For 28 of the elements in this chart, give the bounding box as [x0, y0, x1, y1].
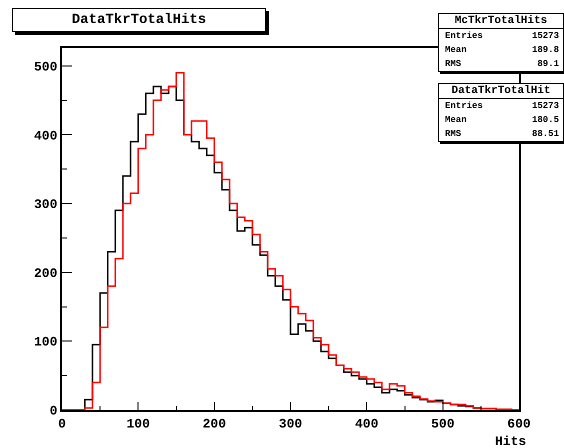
chart-title: DataTkrTotalHits — [12, 8, 266, 32]
text: 15273 — [532, 30, 559, 43]
x-tick-label: 600 — [507, 416, 531, 432]
annotation: RMS — [445, 58, 462, 71]
text: McTkrTotalHits — [439, 14, 563, 29]
y-tick-label: 0 — [50, 404, 58, 419]
x-tick-label: 300 — [278, 416, 302, 432]
annotation: RMS — [445, 128, 462, 141]
x-tick-label: 100 — [126, 416, 150, 432]
text: 88.51 — [532, 128, 559, 141]
annotation: DataTkrTotalHit — [439, 84, 563, 99]
x-axis-title: Hits — [495, 434, 526, 448]
annotation: Entries — [445, 100, 483, 113]
y-tick-label: 400 — [34, 128, 58, 144]
annotation: Mean — [445, 114, 467, 127]
text: Entries — [445, 30, 483, 43]
y-tick-label: 200 — [34, 266, 58, 281]
x-tick-label: 500 — [431, 416, 455, 432]
annotation: Mean — [445, 44, 467, 57]
y-tick-label: 100 — [34, 334, 58, 350]
x-tick-label: 200 — [202, 416, 226, 432]
y-tick-label: 500 — [34, 59, 58, 74]
x-tick-label: 400 — [354, 416, 379, 432]
text: 189.8 — [532, 44, 559, 57]
y-tick-label: 300 — [34, 197, 58, 212]
text: 180.5 — [532, 114, 559, 127]
text: 15273 — [532, 100, 559, 113]
text: 89.1 — [537, 58, 559, 71]
